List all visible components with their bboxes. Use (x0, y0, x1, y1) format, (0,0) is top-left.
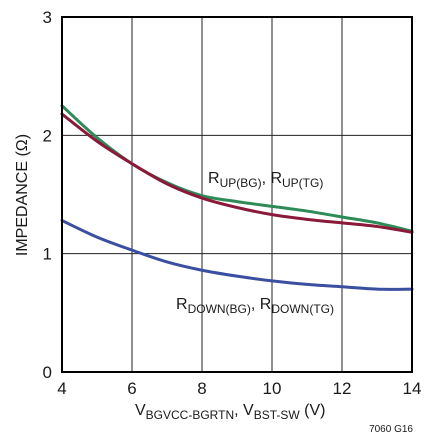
grid-lines (61, 16, 413, 373)
series-label-up: RUP(BG), RUP(TG) (208, 170, 323, 190)
y-tick-label: 1 (43, 245, 52, 264)
figure-id: 7060 G16 (369, 424, 413, 435)
x-tick-label: 12 (333, 379, 352, 398)
x-tick-label: 4 (57, 379, 66, 398)
x-tick-label: 10 (263, 379, 282, 398)
y-tick-label: 0 (43, 363, 52, 382)
y-tick-label: 3 (43, 8, 52, 27)
x-tick-label: 8 (197, 379, 206, 398)
plot-frame (61, 16, 413, 373)
y-axis-label: IMPEDANCE (Ω) (14, 134, 31, 256)
x-axis-label: VBGVCC-BGRTN, VBST-SW (V) (135, 402, 325, 422)
x-tick-label: 14 (403, 379, 422, 398)
series-line-up-red (60, 112, 414, 234)
series-lines (60, 104, 414, 291)
x-tick-label: 6 (127, 379, 136, 398)
y-tick-label: 2 (43, 126, 52, 145)
series-line-down-blue (60, 219, 414, 291)
series-line-up-green (60, 104, 414, 233)
series-label-down: RDOWN(BG), RDOWN(TG) (176, 296, 334, 316)
